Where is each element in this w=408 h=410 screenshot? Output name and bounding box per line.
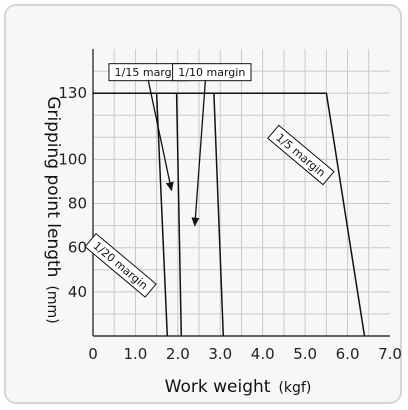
y-axis-title: Gripping point length (mm) <box>43 96 63 323</box>
x-tick-label: 0 <box>88 345 98 363</box>
x-tick-label: 6.0 <box>336 345 360 363</box>
annotation-arrow <box>191 79 207 227</box>
annotation-arrow <box>147 79 174 192</box>
y-tick-label: 130 <box>58 84 87 102</box>
annotation-text: 1/10 margin <box>178 66 245 79</box>
y-axis-unit: (mm) <box>44 285 60 323</box>
x-tick-label: 7.0 <box>378 345 402 363</box>
y-tick-label: 40 <box>68 283 87 301</box>
x-tick-label: 2.0 <box>166 345 190 363</box>
y-tick-label: 80 <box>68 195 87 213</box>
annotation-label-box: 1/10 margin <box>172 63 252 82</box>
x-tick-label: 5.0 <box>293 345 317 363</box>
y-tick-label: 100 <box>58 150 87 168</box>
annotation-box <box>267 124 335 186</box>
series <box>93 92 366 337</box>
annotation-box <box>172 63 252 82</box>
grid <box>93 49 390 336</box>
y-axis-title-text: Gripping point length <box>43 96 63 277</box>
y-tick-label: 60 <box>68 239 87 257</box>
annotation-text: 1/15 margin <box>115 66 182 79</box>
axes <box>92 49 390 337</box>
tick-labels: 0 1.0 2.0 3.0 4.0 5.0 6.0 7.0 40 60 80 100 130 <box>58 84 402 363</box>
x-axis-title: Work weight (kgf) <box>165 377 312 397</box>
x-tick-label: 4.0 <box>251 345 275 363</box>
x-tick-label: 3.0 <box>208 345 232 363</box>
series-line-1-5-margin <box>93 92 366 337</box>
x-axis-title-text: Work weight <box>165 377 271 397</box>
annotation-box <box>84 232 157 298</box>
x-tick-label: 1.0 <box>123 345 147 363</box>
x-axis-unit: (kgf) <box>278 380 311 396</box>
